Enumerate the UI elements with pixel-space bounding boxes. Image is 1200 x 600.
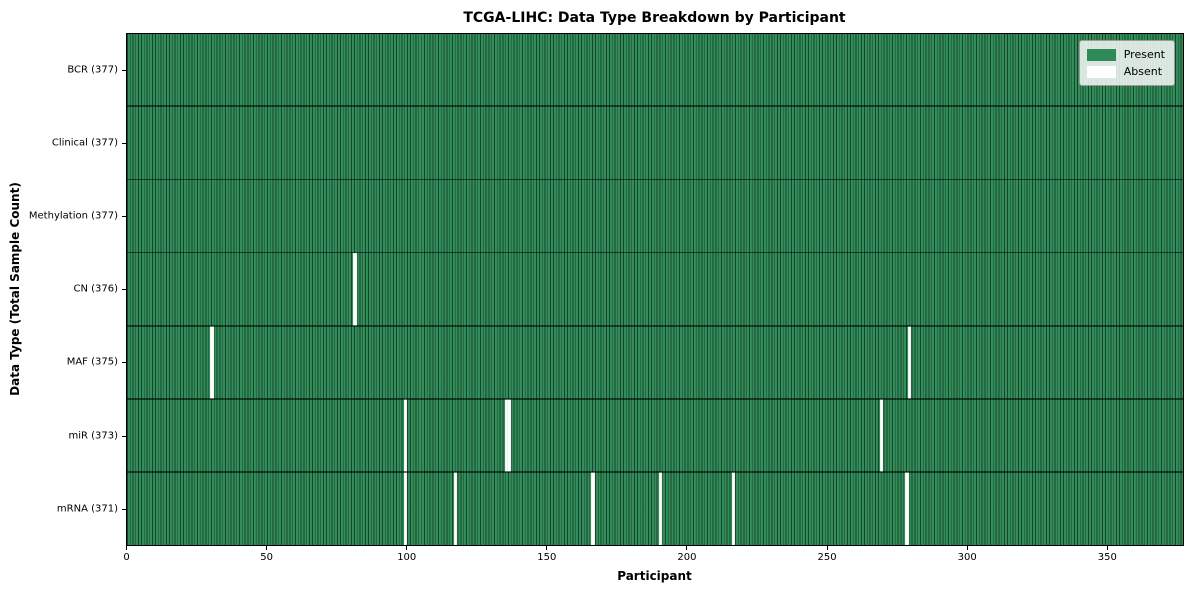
y-tick-mark	[122, 435, 127, 437]
y-tick-label-Clinical: Clinical (377)	[51, 137, 118, 149]
y-tick-label-mRNA: mRNA (371)	[56, 503, 118, 515]
x-tick-mark	[1106, 546, 1108, 550]
x-tick-label-300: 300	[957, 552, 977, 563]
absent-cell-miR-269	[880, 399, 884, 473]
absent-cell-MAF-30	[210, 325, 214, 400]
legend-item-absent: Absent	[1086, 63, 1165, 80]
y-tick-mark	[122, 142, 127, 144]
y-tick-mark	[122, 289, 127, 291]
y-tick-label-MAF: MAF (375)	[66, 356, 118, 368]
absent-cell-CN-81	[353, 252, 357, 326]
row-separator	[126, 398, 1183, 400]
absent-cell-miR-99	[403, 399, 408, 473]
y-tick-mark	[122, 508, 127, 510]
chart-title: TCGA-LIHC: Data Type Breakdown by Partic…	[463, 10, 846, 26]
y-tick-label-BCR: BCR (377)	[67, 64, 118, 76]
row-separator	[126, 471, 1183, 474]
x-tick-mark	[406, 546, 408, 550]
x-tick-mark	[546, 546, 548, 550]
x-tick-mark	[966, 546, 968, 550]
absent-cell-mRNA-166	[591, 472, 595, 546]
absent-cell-miR-135	[504, 399, 508, 473]
absent-swatch	[1086, 65, 1116, 78]
x-tick-label-100: 100	[397, 552, 417, 563]
row-separator	[126, 325, 1183, 327]
row-separator	[126, 105, 1183, 107]
y-tick-mark	[122, 216, 127, 218]
absent-cell-mRNA-216	[731, 472, 735, 546]
y-tick-mark	[122, 362, 127, 364]
x-tick-mark	[826, 546, 828, 550]
row-separator	[126, 251, 1183, 254]
x-tick-mark	[686, 546, 688, 550]
row-separator	[126, 178, 1183, 181]
present-swatch	[1086, 48, 1116, 61]
y-tick-label-miR: miR (373)	[68, 430, 118, 442]
x-tick-label-150: 150	[537, 552, 557, 563]
absent-cell-mRNA-99	[403, 472, 408, 546]
y-tick-label-CN: CN (376)	[73, 283, 118, 295]
absent-cell-mRNA-190	[658, 472, 663, 546]
heatmap-plot: Present Absent	[126, 33, 1183, 546]
legend: Present Absent	[1078, 40, 1175, 86]
x-tick-mark	[126, 546, 127, 550]
x-tick-label-0: 0	[123, 552, 130, 563]
x-tick-label-200: 200	[677, 552, 697, 563]
x-tick-label-250: 250	[817, 552, 837, 563]
absent-cell-mRNA-117	[454, 472, 458, 546]
absent-cell-miR-136	[507, 399, 511, 473]
x-axis-label: Participant	[617, 569, 692, 583]
y-tick-label-Methylation: Methylation (377)	[28, 210, 118, 222]
y-tick-mark	[122, 69, 127, 71]
absent-cell-MAF-279	[908, 325, 912, 400]
legend-label-absent: Absent	[1123, 65, 1163, 78]
x-tick-label-350: 350	[1097, 552, 1117, 563]
legend-item-present: Present	[1086, 46, 1165, 63]
x-tick-mark	[266, 546, 268, 550]
x-tick-label-50: 50	[260, 552, 273, 563]
absent-cell-mRNA-278	[905, 472, 909, 546]
legend-label-present: Present	[1123, 48, 1165, 61]
